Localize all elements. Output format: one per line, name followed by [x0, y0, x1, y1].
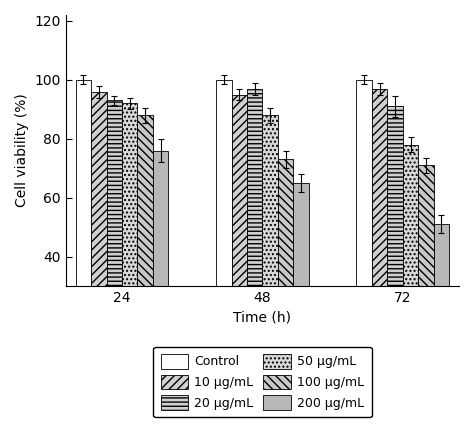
Bar — [91, 92, 107, 375]
X-axis label: Time (h): Time (h) — [233, 311, 292, 325]
Bar — [107, 101, 122, 375]
Bar — [137, 115, 153, 375]
Bar — [122, 103, 137, 375]
Bar — [263, 115, 278, 375]
Y-axis label: Cell viability (%): Cell viability (%) — [15, 94, 29, 207]
Bar — [216, 80, 231, 375]
Bar — [293, 183, 309, 375]
Bar — [372, 89, 387, 375]
Bar — [153, 151, 168, 375]
Bar — [278, 160, 293, 375]
Bar — [231, 95, 247, 375]
Bar — [403, 145, 418, 375]
Bar — [387, 106, 403, 375]
Legend: Control, 10 μg/mL, 20 μg/mL, 50 μg/mL, 100 μg/mL, 200 μg/mL: Control, 10 μg/mL, 20 μg/mL, 50 μg/mL, 1… — [153, 346, 372, 417]
Bar — [356, 80, 372, 375]
Bar — [247, 89, 263, 375]
Bar — [434, 224, 449, 375]
Bar — [76, 80, 91, 375]
Bar — [418, 165, 434, 375]
